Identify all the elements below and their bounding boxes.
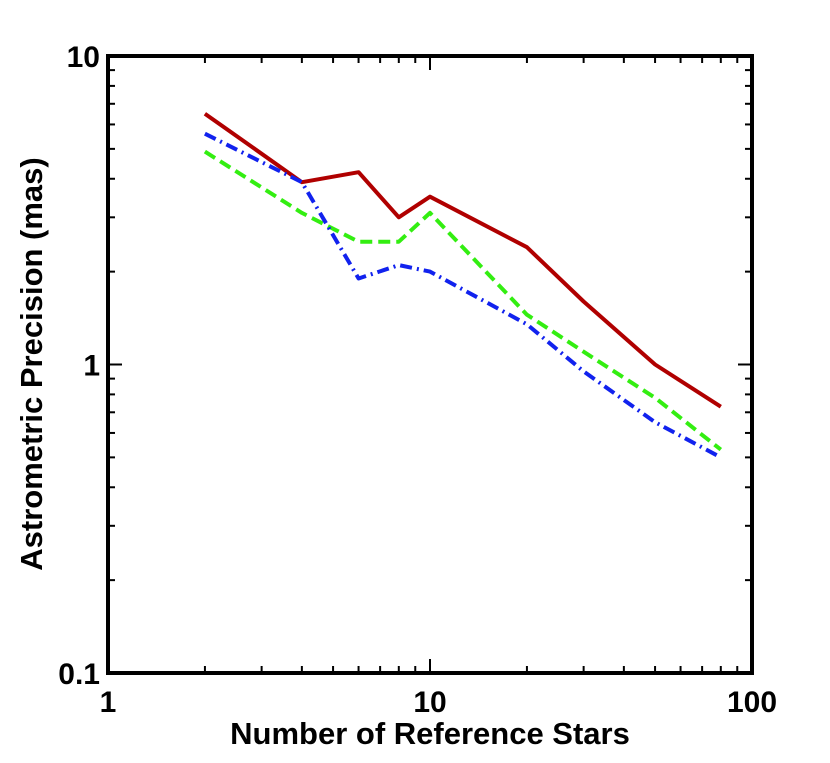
y-tick-label: 1 [83, 350, 100, 383]
x-tick-label: 1 [100, 686, 117, 719]
series-line-1 [203, 112, 722, 409]
y-tick-label: 0.1 [58, 658, 100, 691]
y-tick-label: 10 [67, 41, 100, 74]
series-layer [203, 112, 723, 460]
series-line-2 [203, 149, 723, 452]
plot-frame [106, 54, 754, 675]
x-axis-label: Number of Reference Stars [230, 716, 630, 751]
y-axis-label: Astrometric Precision (mas) [14, 157, 49, 570]
series-line-3 [204, 131, 722, 460]
x-tick-label: 100 [727, 686, 777, 719]
x-tick-label: 10 [413, 686, 446, 719]
